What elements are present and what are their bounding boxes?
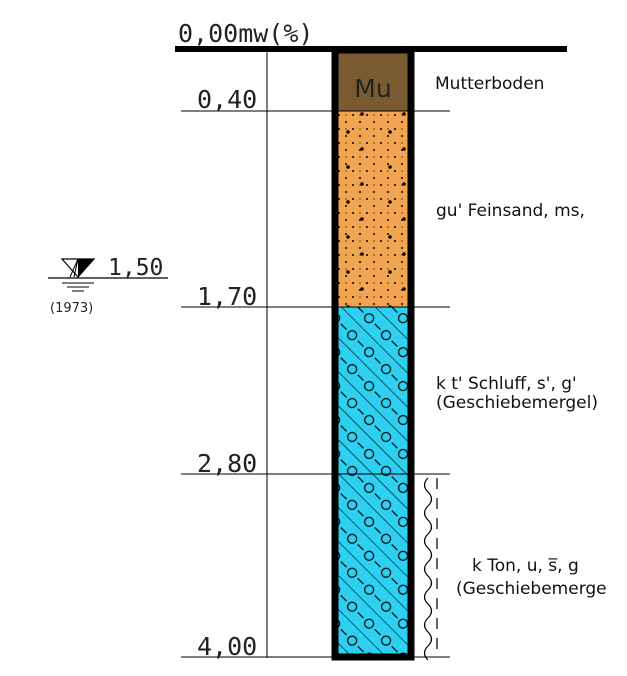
- header-label: 0,00mw(%): [178, 19, 313, 48]
- layer-clay-pattern: [336, 474, 410, 657]
- groundwater-triangle-fill: [78, 259, 94, 277]
- groundwater-level-label: 1,50: [108, 255, 163, 281]
- layer-description-clay-line2: (Geschiebemerge: [456, 579, 607, 599]
- depth-label-4: 4,00: [197, 632, 257, 661]
- layer-code-mu: Mu: [354, 74, 391, 103]
- layer-description-silt-line2: (Geschiebemergel): [436, 393, 598, 413]
- depth-label-2: 1,70: [197, 282, 257, 311]
- layer-silt-pattern: [336, 307, 410, 474]
- groundwater-year-label: (1973): [50, 301, 93, 316]
- layer-description-sand: gu' Feinsand, ms,: [436, 201, 585, 221]
- depth-label-1: 0,40: [197, 85, 257, 114]
- layer-description-topsoil: Mutterboden: [435, 74, 544, 94]
- layer-description-silt-line1: k t' Schluff, s', g': [436, 374, 577, 394]
- layer-description-clay-line1: k Ton, u, s̅, g: [472, 556, 579, 576]
- depth-label-3: 2,80: [197, 449, 257, 478]
- consistency-wavy-line: [423, 477, 433, 661]
- layer-sand-pattern-coarse: [336, 111, 410, 307]
- groundwater-symbol: [48, 258, 168, 292]
- layer-topsoil: [336, 52, 410, 111]
